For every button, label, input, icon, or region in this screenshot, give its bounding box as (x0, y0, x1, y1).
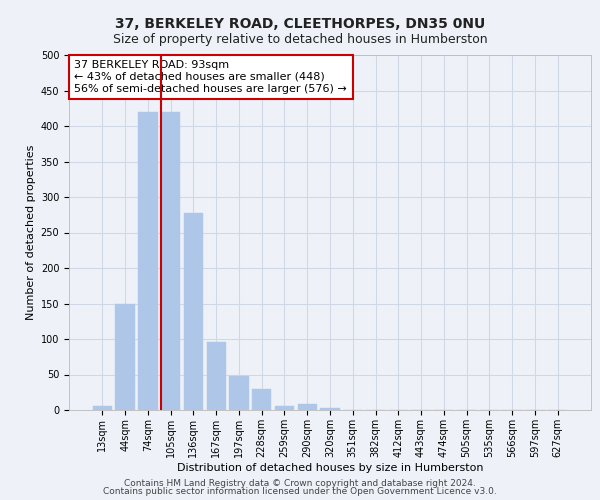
Text: 37 BERKELEY ROAD: 93sqm
← 43% of detached houses are smaller (448)
56% of semi-d: 37 BERKELEY ROAD: 93sqm ← 43% of detache… (74, 60, 347, 94)
Bar (161, 112, 181, 410)
Text: Size of property relative to detached houses in Humberston: Size of property relative to detached ho… (113, 32, 487, 46)
Bar (93, 406, 112, 410)
Bar (184, 212, 203, 410)
Text: Contains HM Land Registry data © Crown copyright and database right 2024.: Contains HM Land Registry data © Crown c… (124, 478, 476, 488)
Bar (320, 408, 340, 410)
Y-axis label: Number of detached properties: Number of detached properties (26, 145, 37, 320)
Text: 37, BERKELEY ROAD, CLEETHORPES, DN35 0NU: 37, BERKELEY ROAD, CLEETHORPES, DN35 0NU (115, 18, 485, 32)
Text: Contains public sector information licensed under the Open Government Licence v3: Contains public sector information licen… (103, 487, 497, 496)
Bar (206, 342, 226, 410)
Bar (298, 404, 317, 410)
Bar (229, 376, 248, 410)
Bar (138, 112, 158, 410)
Bar (115, 304, 135, 410)
Bar (252, 390, 271, 410)
Bar (275, 406, 294, 410)
X-axis label: Distribution of detached houses by size in Humberston: Distribution of detached houses by size … (177, 462, 483, 472)
